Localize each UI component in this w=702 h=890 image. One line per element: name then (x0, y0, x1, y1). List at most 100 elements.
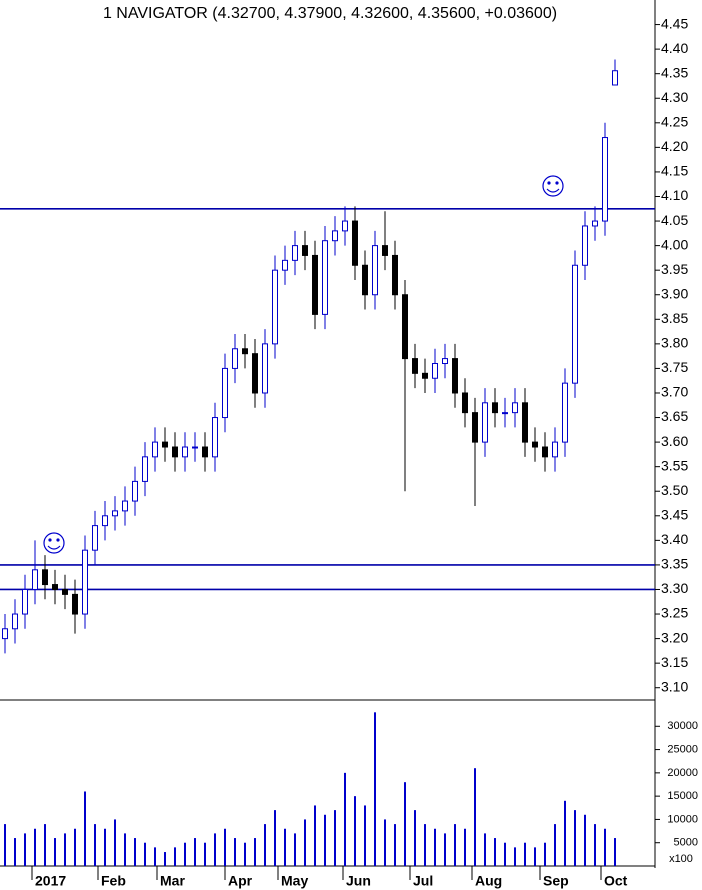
candle-body (212, 417, 218, 458)
y-tick-label: 3.45 (661, 506, 688, 522)
y-tick-label: 30000 (667, 720, 698, 732)
y-tick-label: 3.35 (661, 556, 688, 572)
volume-bar (84, 791, 86, 866)
volume-bar (94, 824, 96, 866)
candle-body (262, 343, 268, 394)
candle-body (342, 220, 348, 232)
candle-body (182, 446, 188, 458)
volume-bar (384, 819, 386, 866)
candle-body (592, 220, 598, 227)
candle-body (442, 358, 448, 365)
volume-bar (534, 847, 536, 866)
volume-bar (364, 805, 366, 866)
volume-bar (214, 833, 216, 866)
volume-bar (194, 838, 196, 866)
candle-body (272, 269, 278, 345)
volume-unit: x100 (669, 853, 693, 865)
candle-body (322, 240, 328, 315)
y-tick-label: 3.40 (661, 531, 688, 547)
candle-body (392, 254, 398, 296)
candle-body (302, 245, 308, 256)
y-tick-label: 4.00 (661, 236, 688, 252)
volume-bar (104, 828, 106, 866)
y-tick-label: 4.15 (661, 163, 688, 179)
candle-body (192, 446, 198, 449)
candle-body (222, 367, 228, 419)
candle-body (412, 358, 418, 374)
y-tick-label: 3.70 (661, 384, 688, 400)
y-tick-label: 3.95 (661, 261, 688, 277)
candle-body (512, 402, 518, 414)
volume-bar (254, 838, 256, 866)
candle-body (132, 480, 138, 502)
candle-body (332, 230, 338, 242)
candle-body (552, 441, 558, 458)
candle-body (242, 348, 248, 355)
candle-body (202, 446, 208, 458)
volume-bar (4, 824, 6, 866)
x-tick-label: Jul (413, 873, 433, 889)
candle-body (142, 456, 148, 482)
x-tick-label: Mar (160, 873, 185, 889)
candle-body (492, 402, 498, 414)
smiley (542, 175, 564, 197)
volume-bar (544, 842, 546, 866)
volume-bar (514, 847, 516, 866)
y-tick-label: 15000 (667, 790, 698, 802)
candle-body (452, 358, 458, 394)
candle-body (602, 137, 608, 222)
volume-bar (244, 842, 246, 866)
y-tick-label: 3.85 (661, 310, 688, 326)
volume-bar (284, 828, 286, 866)
volume-bar (74, 828, 76, 866)
x-tick-label: May (281, 873, 308, 889)
volume-bar (524, 842, 526, 866)
volume-bar (204, 842, 206, 866)
volume-bar (24, 833, 26, 866)
volume-bar (44, 824, 46, 866)
volume-bar (404, 782, 406, 866)
volume-bar (134, 838, 136, 866)
y-tick-label: 4.20 (661, 138, 688, 154)
volume-bar (164, 852, 166, 866)
volume-bar (414, 810, 416, 866)
volume-bar (574, 810, 576, 866)
y-tick-label: 3.15 (661, 654, 688, 670)
candle-body (72, 593, 78, 615)
y-tick-label: 4.45 (661, 15, 688, 31)
volume-bar (174, 847, 176, 866)
candle-body (162, 441, 168, 448)
candle-body (232, 348, 238, 369)
candle-body (352, 220, 358, 266)
volume-bar (434, 828, 436, 866)
y-tick-label: 3.80 (661, 335, 688, 351)
candle-body (52, 584, 58, 590)
candle-body (422, 372, 428, 379)
candle-body (432, 363, 438, 379)
y-tick-label: 4.30 (661, 89, 688, 105)
volume-bar (614, 838, 616, 866)
volume-bar (64, 833, 66, 866)
y-tick-label: 5000 (674, 837, 698, 849)
y-tick-label: 3.20 (661, 629, 688, 645)
candle-body (482, 402, 488, 443)
candle-body (122, 500, 128, 512)
volume-bar (344, 772, 346, 866)
y-tick-label: 3.60 (661, 433, 688, 449)
candle-body (92, 525, 98, 551)
y-tick-label: 3.25 (661, 605, 688, 621)
volume-bar (124, 833, 126, 866)
candle-body (612, 70, 618, 86)
x-tick-label: Feb (101, 873, 126, 889)
y-tick-label: 4.40 (661, 40, 688, 56)
x-tick-label: Apr (228, 873, 253, 889)
volume-bar (394, 824, 396, 866)
x-tick-label: Sep (543, 873, 569, 889)
candle-body (582, 225, 588, 266)
candle-body (472, 412, 478, 443)
volume-bar (374, 712, 376, 866)
volume-bar (144, 842, 146, 866)
candle-body (42, 569, 48, 586)
